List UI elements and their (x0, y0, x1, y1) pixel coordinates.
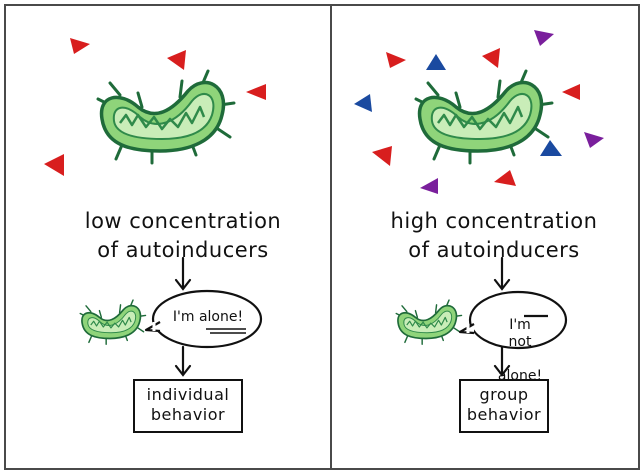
autoinducer-triangle-icon (494, 170, 516, 186)
autoinducer-triangle-icon (562, 84, 580, 100)
autoinducer-triangle-icon (167, 50, 186, 70)
autoinducer-triangle-icon (540, 140, 562, 156)
speech-text-alone: I'm alone! (172, 309, 244, 325)
bacterium-small-left-icon (79, 299, 147, 346)
autoinducer-triangle-icon (246, 84, 266, 100)
autoinducer-triangles-left (44, 38, 266, 176)
speech-bubble-icon (144, 289, 263, 349)
autoinducer-triangle-icon (482, 48, 500, 68)
autoinducer-triangle-icon (70, 38, 90, 54)
arrow-down-icon (493, 256, 511, 291)
autoinducer-triangle-icon (584, 132, 604, 148)
caption-high-concentration: high concentration of autoinducers (390, 209, 598, 262)
autoinducer-triangle-icon (372, 146, 392, 166)
arrow-down-icon (493, 345, 511, 377)
outcome-group-behavior: group behavior (459, 379, 549, 433)
autoinducer-triangle-icon (534, 30, 554, 46)
autoinducer-triangle-icon (354, 94, 372, 112)
speech-emphasis: not (508, 334, 532, 350)
outcome-individual-behavior: individual behavior (133, 379, 243, 433)
bacterium-small-right-icon (395, 299, 463, 346)
bacterium-large-left-icon (96, 69, 236, 165)
arrow-down-icon (174, 256, 192, 291)
autoinducer-triangle-icon (426, 54, 446, 70)
speech-bubble-icon (458, 290, 568, 350)
speech-text-not-alone: I'm not alone! (474, 300, 566, 385)
autoinducer-triangles-right (354, 30, 604, 194)
speech-prefix: I'm (509, 317, 531, 333)
autoinducer-triangle-icon (44, 154, 64, 176)
arrow-down-icon (174, 345, 192, 377)
autoinducer-triangle-icon (386, 52, 406, 68)
autoinducer-triangle-icon (420, 178, 438, 194)
bacterium-large-right-icon (414, 69, 554, 165)
caption-low-concentration: low concentration of autoinducers (84, 209, 282, 262)
